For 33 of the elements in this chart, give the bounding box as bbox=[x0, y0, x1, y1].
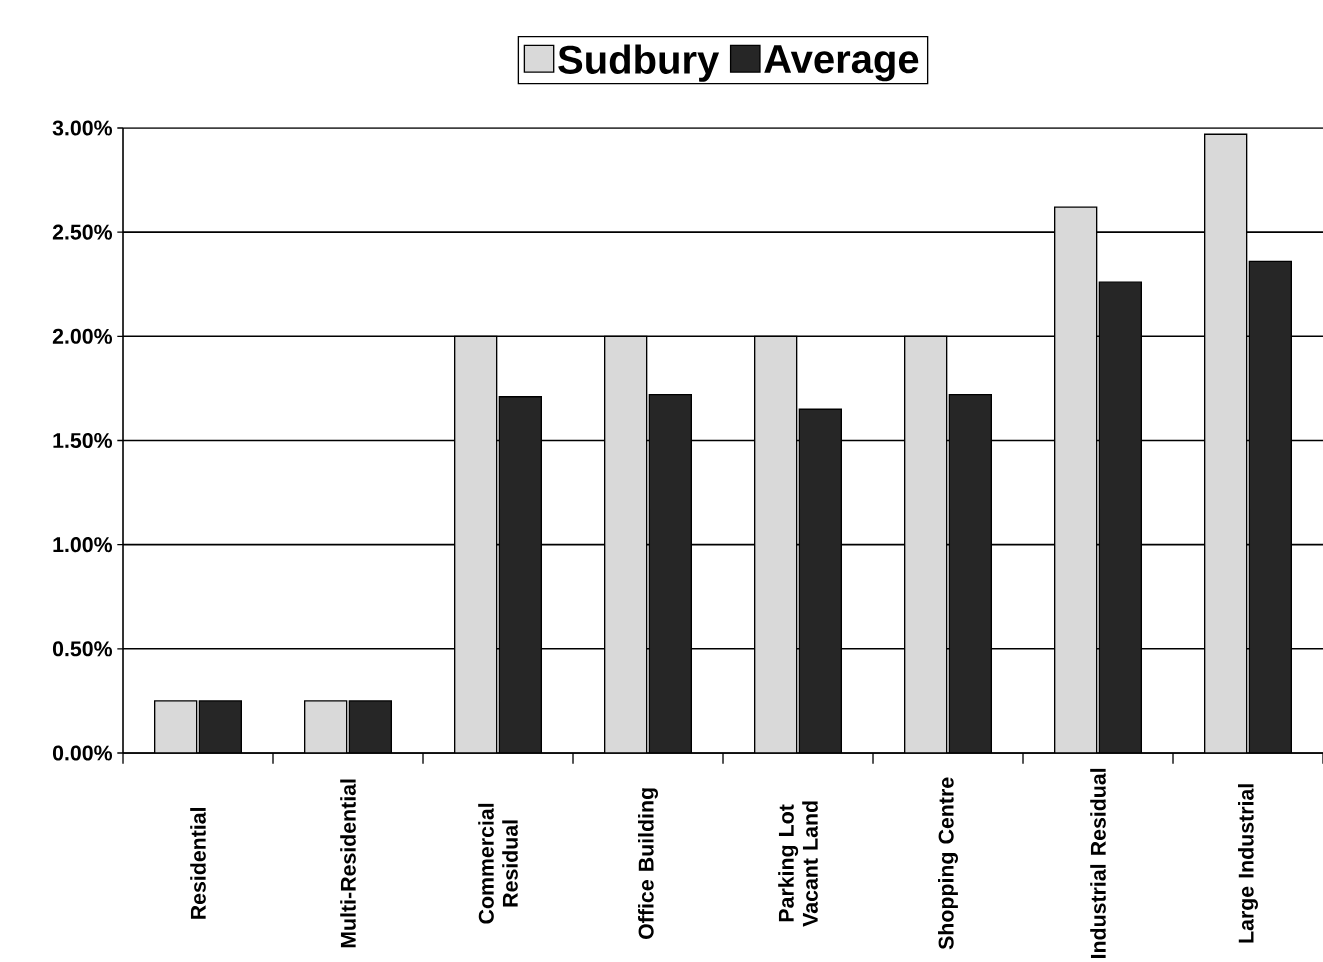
legend-label: Average bbox=[764, 45, 919, 82]
x-tick-label: Large Industrial bbox=[1238, 784, 1258, 943]
x-tick-label: Multi-Residential bbox=[340, 779, 356, 948]
x-tick-label: Parking Lot Vacant Land bbox=[778, 801, 818, 927]
bar bbox=[1098, 281, 1143, 753]
bar bbox=[798, 408, 843, 753]
y-tick-label: 1.00% bbox=[53, 537, 113, 553]
bar bbox=[754, 335, 798, 753]
bar bbox=[604, 335, 648, 753]
y-tick-label: 3.00% bbox=[52, 120, 113, 136]
x-tick-label: Commercial Residual bbox=[478, 803, 518, 924]
bar bbox=[1054, 206, 1098, 753]
x-tick-label: Shopping Centre bbox=[938, 777, 958, 950]
bar bbox=[1204, 133, 1248, 753]
y-tick-label: 1.50% bbox=[53, 432, 113, 449]
y-tick-label: 0.00% bbox=[52, 745, 113, 761]
legend-label: Sudbury bbox=[558, 44, 720, 82]
y-tick-label: 2.00% bbox=[52, 328, 113, 344]
bar bbox=[348, 700, 393, 753]
bar bbox=[1248, 260, 1293, 753]
y-tick-label: 0.50% bbox=[52, 641, 113, 657]
x-tick-label: Industrial Residual bbox=[1090, 768, 1106, 958]
bar bbox=[154, 700, 198, 753]
y-tick-label: 2.50% bbox=[52, 224, 113, 240]
x-tick-label: Office Building bbox=[638, 788, 658, 939]
bar bbox=[198, 700, 243, 753]
x-tick-label: Residential bbox=[190, 808, 206, 919]
bar bbox=[904, 335, 948, 753]
bar bbox=[648, 393, 693, 753]
bar bbox=[948, 393, 993, 753]
bar bbox=[304, 700, 348, 753]
bar bbox=[498, 396, 543, 753]
bar bbox=[454, 335, 498, 753]
